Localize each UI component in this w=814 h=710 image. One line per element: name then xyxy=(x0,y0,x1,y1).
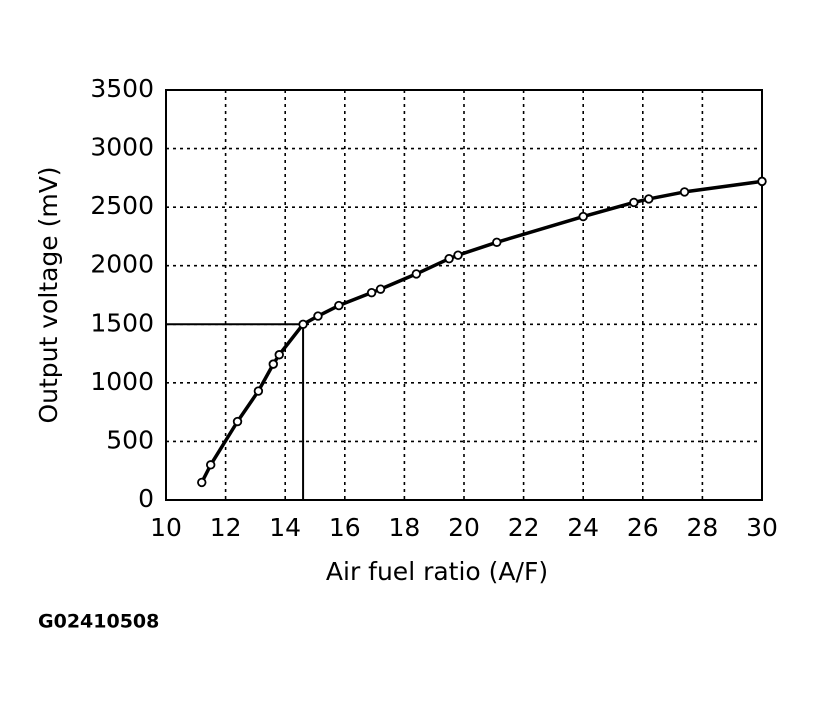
y-tick-label: 0 xyxy=(138,484,154,513)
data-point xyxy=(453,250,463,260)
figure-id: G02410508 xyxy=(38,611,159,633)
data-point xyxy=(578,211,588,222)
data-point xyxy=(375,284,386,294)
y-tick-label: 2500 xyxy=(90,191,154,220)
x-tick-label: 18 xyxy=(388,513,420,542)
x-tick-label: 30 xyxy=(746,513,778,542)
plot-frame xyxy=(165,89,763,501)
data-point xyxy=(197,477,207,488)
data-point xyxy=(444,253,454,264)
y-tick-label: 1000 xyxy=(90,367,154,396)
x-tick-label: 28 xyxy=(686,513,718,542)
x-tick-label: 16 xyxy=(329,513,361,542)
data-point xyxy=(679,187,690,197)
x-tick-label: 24 xyxy=(567,513,599,542)
x-tick-label: 12 xyxy=(210,513,242,542)
y-tick-label: 3500 xyxy=(90,74,154,103)
data-point xyxy=(492,237,502,247)
data-point xyxy=(334,300,344,311)
x-tick-label: 26 xyxy=(627,513,659,542)
data-point xyxy=(629,197,639,208)
data-point xyxy=(205,460,216,470)
data-point xyxy=(366,287,377,298)
data-point xyxy=(757,176,767,187)
data-point xyxy=(298,319,308,329)
data-point xyxy=(268,359,278,369)
line xyxy=(200,179,763,484)
x-tick-label: 14 xyxy=(269,513,301,542)
data-point xyxy=(313,311,323,321)
data-point xyxy=(232,416,243,427)
y-axis-label: Output voltage (mV) xyxy=(34,166,63,423)
data-point xyxy=(411,269,422,279)
data-point xyxy=(644,194,654,204)
x-tick-label: 20 xyxy=(448,513,480,542)
x-axis-label: Air fuel ratio (A/F) xyxy=(326,557,548,586)
data-point xyxy=(253,386,264,396)
x-tick-label: 22 xyxy=(508,513,540,542)
x-tick-label: 10 xyxy=(150,513,182,542)
y-tick-label: 500 xyxy=(106,425,154,454)
y-tick-label: 3000 xyxy=(90,133,154,162)
y-tick-label: 1500 xyxy=(90,308,154,337)
y-tick-label: 2000 xyxy=(90,250,154,279)
data-point xyxy=(274,350,284,360)
